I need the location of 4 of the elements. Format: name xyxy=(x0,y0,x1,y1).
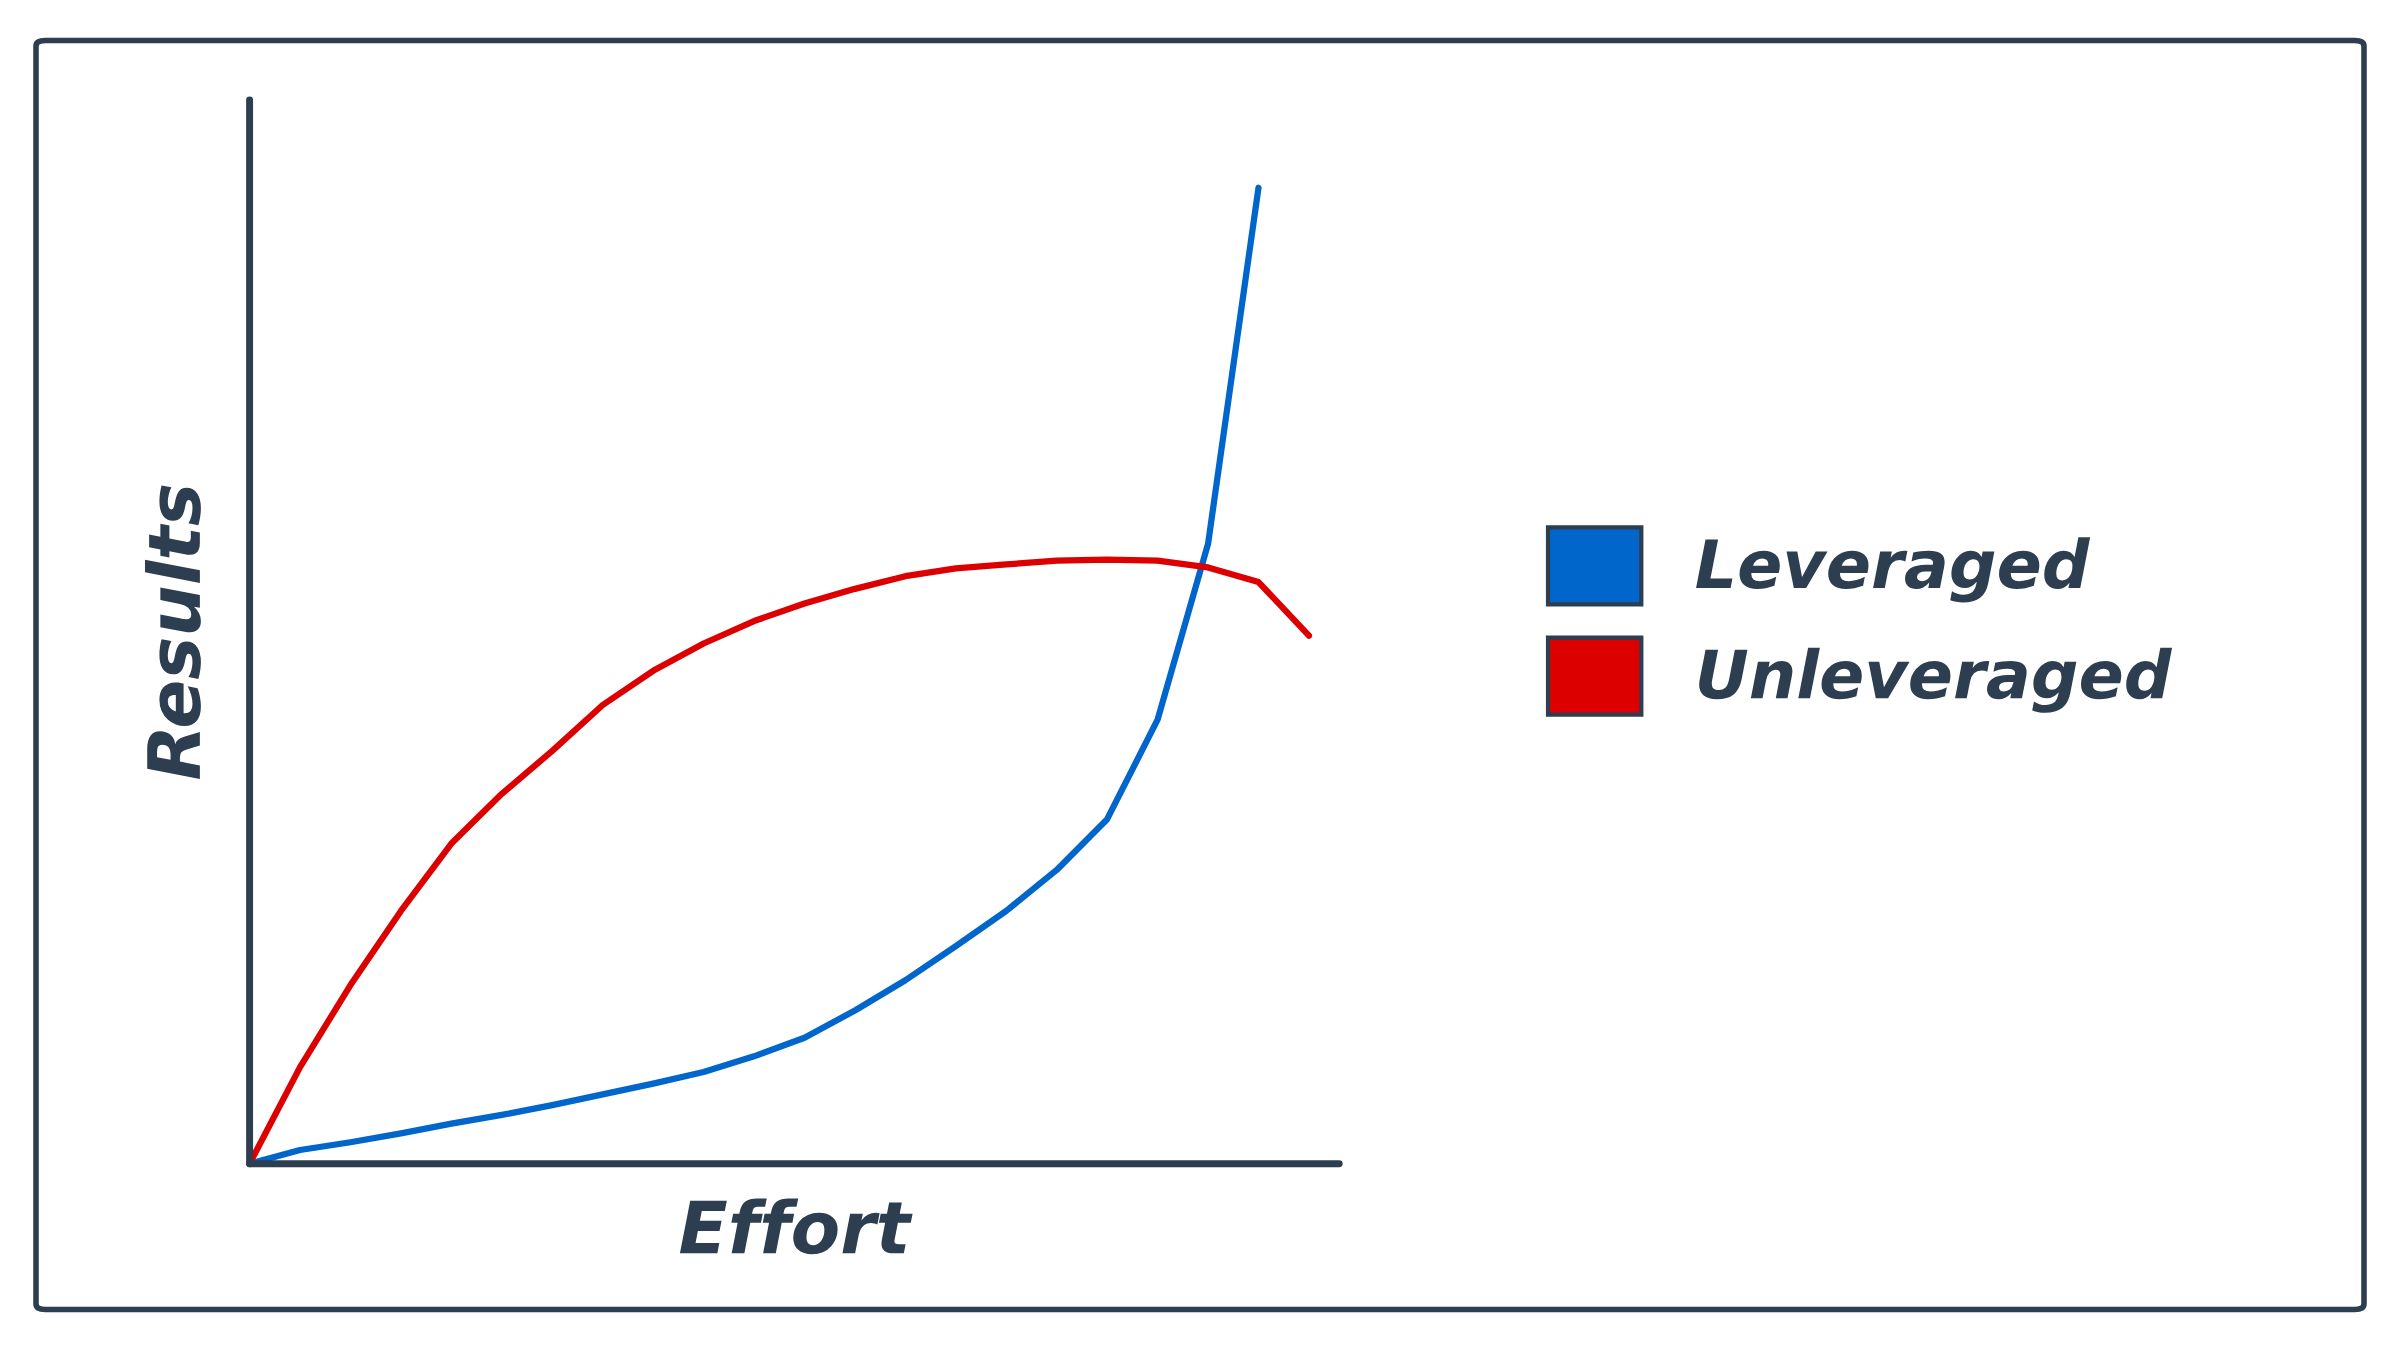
legend-label: Leveraged xyxy=(1696,537,2091,603)
y-axis-title: Results xyxy=(144,485,201,780)
x-axis-title: Effort xyxy=(679,1198,913,1255)
legend-label: Unleveraged xyxy=(1699,647,2173,713)
